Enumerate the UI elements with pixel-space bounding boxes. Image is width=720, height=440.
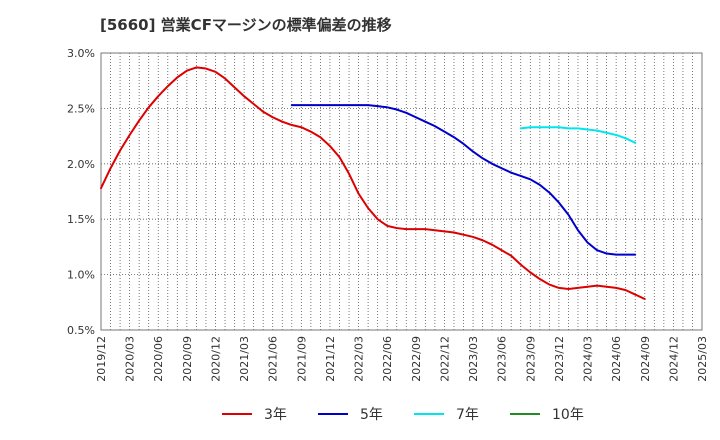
- x-tick-label: 2024/12: [667, 336, 680, 382]
- x-tick-label: 2020/03: [124, 336, 137, 382]
- x-tick-label: 2022/09: [410, 336, 423, 382]
- x-tick-label: 2024/03: [582, 336, 595, 382]
- x-tick-label: 2021/12: [324, 336, 337, 382]
- x-tick-label: 2023/09: [524, 336, 537, 382]
- legend-label: 3年: [264, 407, 287, 423]
- x-tick-label: 2021/03: [238, 336, 251, 382]
- x-tick-label: 2020/06: [152, 336, 165, 382]
- x-tick-label: 2021/09: [295, 336, 308, 382]
- y-tick-label: 1.5%: [67, 213, 95, 226]
- plot-area: [101, 53, 702, 330]
- legend-label: 7年: [456, 407, 479, 423]
- legend-label: 5年: [360, 407, 383, 423]
- x-tick-label: 2024/06: [610, 336, 623, 382]
- x-tick-label: 2022/12: [438, 336, 451, 382]
- x-tick-label: 2022/06: [381, 336, 394, 382]
- x-tick-label: 2020/09: [181, 336, 194, 382]
- grid-lines: [101, 53, 702, 330]
- legend: 3年 5年 7年 10年: [222, 407, 584, 423]
- series-line: [290, 104, 637, 256]
- series-layer: [100, 66, 646, 300]
- x-tick-label: 2019/12: [95, 336, 108, 382]
- x-tick-label: 2023/03: [467, 336, 480, 382]
- legend-label: 10年: [552, 407, 584, 423]
- y-tick-label: 3.0%: [67, 47, 95, 60]
- plot-frame: [100, 52, 703, 331]
- series-line: [100, 66, 646, 300]
- x-tick-label: 2023/12: [553, 336, 566, 382]
- y-tick-label: 1.0%: [67, 269, 95, 282]
- y-tick-label: 2.5%: [67, 102, 95, 115]
- x-tick-label: 2022/03: [353, 336, 366, 382]
- x-tick-label: 2023/06: [496, 336, 509, 382]
- x-tick-label: 2024/09: [639, 336, 652, 382]
- y-tick-label: 2.0%: [67, 158, 95, 171]
- series-line: [519, 126, 637, 144]
- x-tick-label: 2021/06: [267, 336, 280, 382]
- x-tick-label: 2025/03: [696, 336, 709, 382]
- x-tick-label: 2020/12: [209, 336, 222, 382]
- y-tick-label: 0.5%: [67, 324, 95, 337]
- chart-title: [5660] 営業CFマージンの標準偏差の推移: [100, 16, 392, 34]
